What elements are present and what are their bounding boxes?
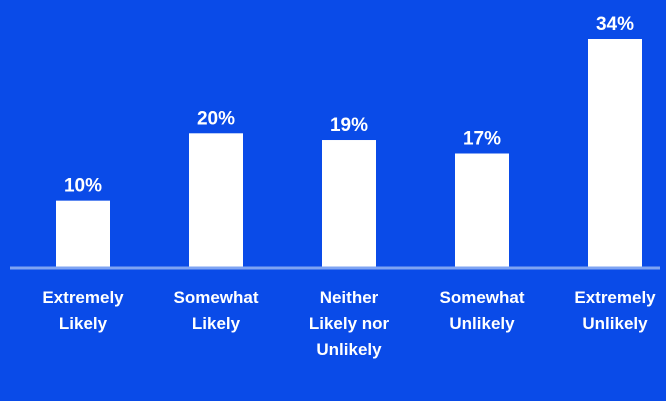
value-label-1: 10% xyxy=(64,176,102,197)
value-label-4: 17% xyxy=(463,129,501,150)
category-label-4: Somewhat Unlikely xyxy=(439,288,524,333)
category-label-1-line-1: Extremely xyxy=(42,288,124,307)
category-label-3-line-3: Unlikely xyxy=(316,340,382,359)
category-labels: Extremely Likely Somewhat Likely Neither Like… xyxy=(42,288,656,359)
category-label-1-line-2: Likely xyxy=(59,314,108,333)
category-label-5-line-1: Extremely xyxy=(574,288,656,307)
category-label-1: Extremely Likely xyxy=(42,288,124,333)
bar-1 xyxy=(56,200,110,268)
category-label-4-line-2: Unlikely xyxy=(449,314,515,333)
category-label-5: Extremely Unlikely xyxy=(574,288,656,333)
category-label-3-line-2: Likely nor xyxy=(309,314,390,333)
category-label-5-line-2: Unlikely xyxy=(582,314,648,333)
value-label-5: 34% xyxy=(596,14,634,35)
bars xyxy=(56,39,642,268)
bar-5 xyxy=(588,39,642,268)
value-label-2: 20% xyxy=(197,108,235,129)
bar-2 xyxy=(189,133,243,268)
bar-3 xyxy=(322,140,376,268)
category-label-4-line-1: Somewhat xyxy=(439,288,524,307)
category-label-3: Neither Likely nor Unlikely xyxy=(309,288,390,359)
category-label-3-line-1: Neither xyxy=(320,288,379,307)
bar-4 xyxy=(455,153,509,268)
category-label-2: Somewhat Likely xyxy=(173,288,258,333)
category-label-2-line-1: Somewhat xyxy=(173,288,258,307)
category-label-2-line-2: Likely xyxy=(192,314,241,333)
value-labels: 10% 20% 19% 17% 34% xyxy=(64,14,634,197)
value-label-3: 19% xyxy=(330,115,368,136)
